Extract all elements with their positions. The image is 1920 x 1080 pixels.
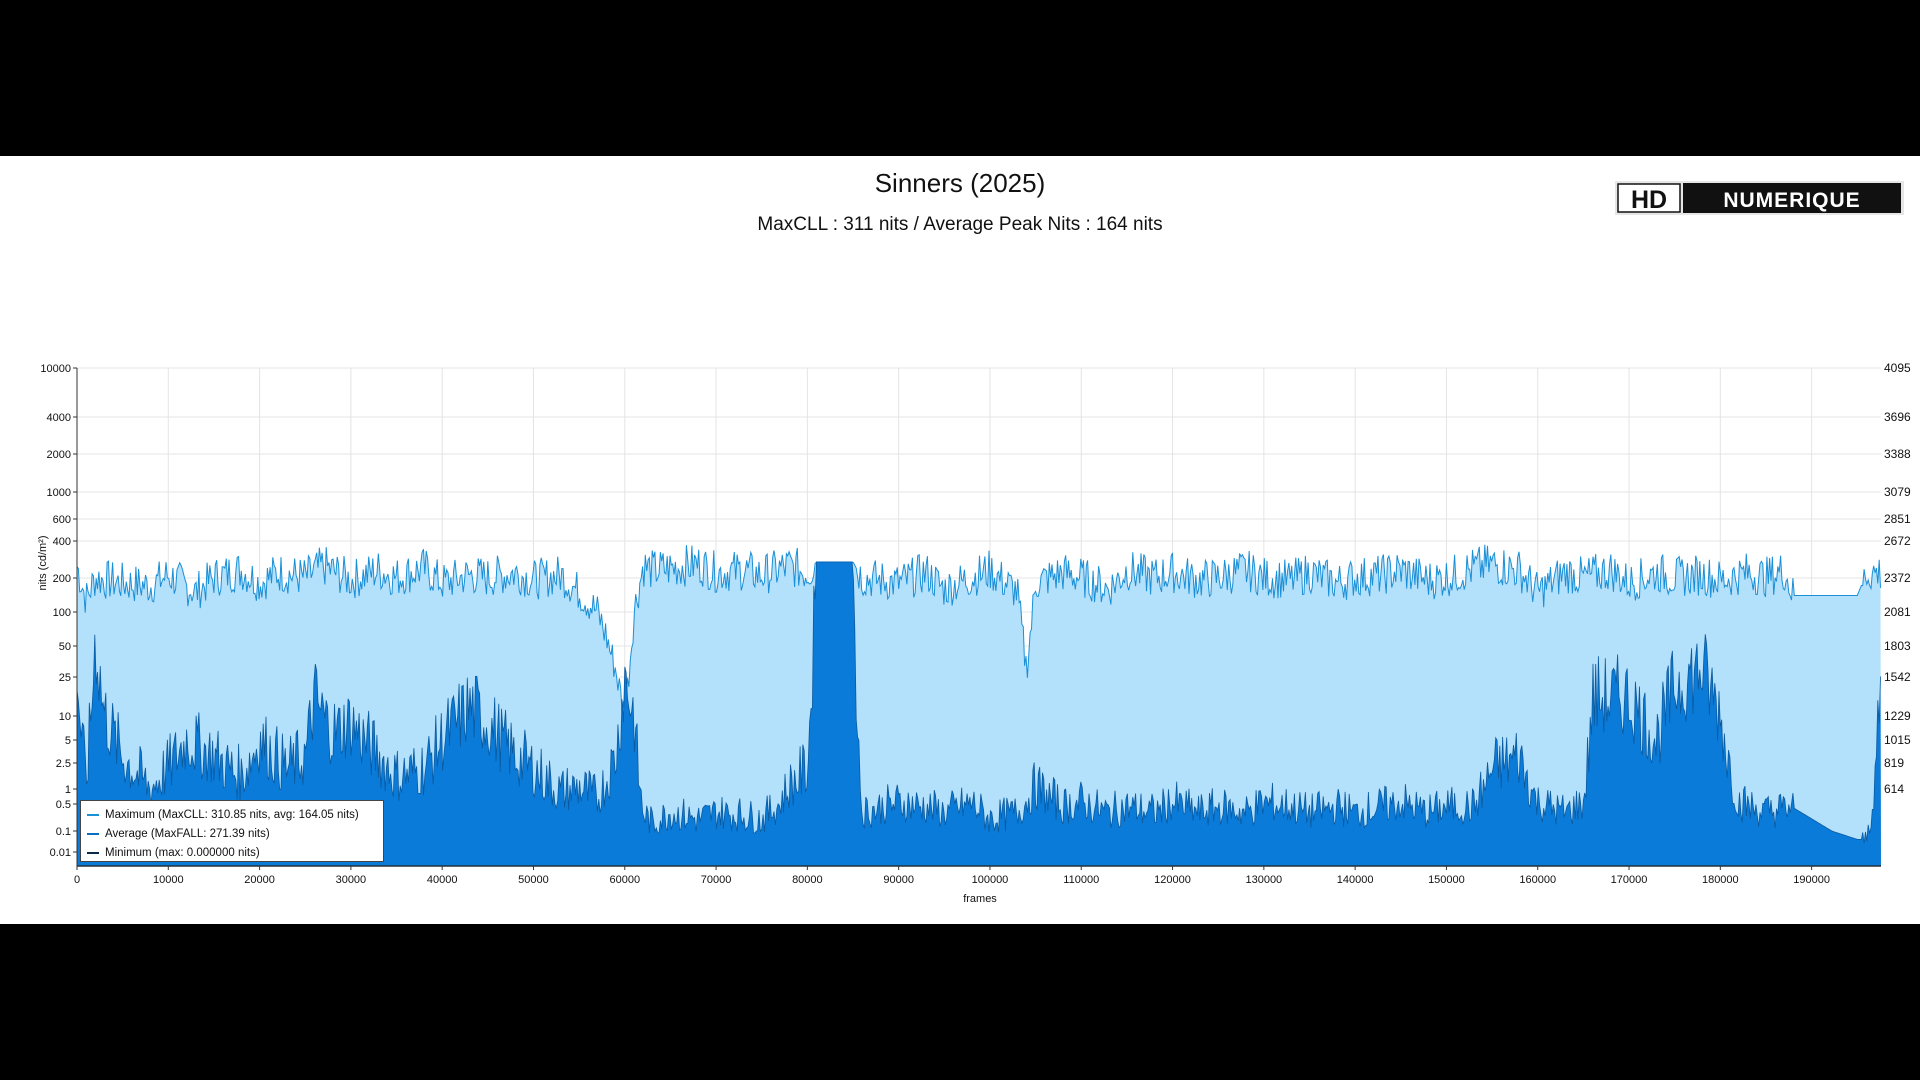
y-right-tick-label: 614 [1884, 782, 1904, 796]
x-tick-label: 120000 [1154, 874, 1191, 886]
y-right-tick-label: 1542 [1884, 670, 1911, 684]
y-tick-label: 50 [59, 641, 71, 653]
y-tick-label: 10 [59, 711, 71, 723]
y-tick-label: 0.01 [50, 847, 71, 859]
legend-item-minimum: Minimum (max: 0.000000 nits) [87, 843, 377, 862]
x-tick-label: 110000 [1063, 874, 1099, 886]
x-tick-label: 30000 [336, 874, 367, 886]
x-tick-label: 50000 [518, 874, 549, 886]
series-maximum-line [76, 544, 1881, 728]
x-tick-label: 80000 [792, 874, 823, 886]
legend-item-average: Average (MaxFALL: 271.39 nits) [87, 824, 377, 843]
x-tick-label: 150000 [1428, 874, 1465, 886]
legend: Maximum (MaxCLL: 310.85 nits, avg: 164.0… [80, 800, 384, 862]
legend-label-minimum: Minimum (max: 0.000000 nits) [105, 846, 260, 859]
legend-swatch-average [87, 832, 99, 835]
y-tick-label: 4000 [47, 412, 71, 424]
svg-text:NUMERIQUE: NUMERIQUE [1723, 189, 1860, 212]
y-right-tick-label: 819 [1884, 756, 1904, 770]
y-tick-label: 25 [59, 672, 71, 684]
x-axis-label: frames [963, 893, 997, 905]
x-tick-label: 0 [74, 874, 80, 886]
x-tick-label: 10000 [153, 874, 184, 886]
y-axis-label: nits (cd/m²) [37, 536, 49, 591]
legend-label-maximum: Maximum (MaxCLL: 310.85 nits, avg: 164.0… [105, 808, 359, 821]
x-tick-label: 170000 [1611, 874, 1648, 886]
y-right-tick-label: 1803 [1884, 639, 1911, 653]
legend-item-maximum: Maximum (MaxCLL: 310.85 nits, avg: 164.0… [87, 805, 377, 824]
y-tick-label: 0.5 [56, 799, 71, 811]
y-right-tick-label: 1229 [1884, 709, 1911, 723]
y-tick-label: 600 [53, 514, 71, 526]
y-tick-label: 1000 [47, 487, 71, 499]
x-tick-label: 180000 [1702, 874, 1739, 886]
y-tick-label: 1 [65, 784, 71, 796]
x-tick-label: 130000 [1245, 874, 1282, 886]
chart-title: Sinners (2025) [874, 168, 1046, 198]
hd-numerique-logo: HD NUMERIQUE [1615, 181, 1904, 215]
y-tick-label: 0.1 [56, 826, 71, 838]
x-tick-label: 90000 [883, 874, 914, 886]
y-right-tick-label: 2672 [1884, 534, 1911, 548]
svg-text:HD: HD [1631, 186, 1667, 214]
x-tick-label: 70000 [701, 874, 732, 886]
y-right-tick-label: 1015 [1884, 733, 1911, 747]
y-tick-label: 2000 [47, 449, 71, 461]
y-tick-label: 100 [53, 607, 71, 619]
x-tick-label: 140000 [1337, 874, 1374, 886]
y-right-tick-label: 3696 [1884, 410, 1911, 424]
y-tick-label: 400 [53, 536, 71, 548]
x-tick-label: 190000 [1793, 874, 1830, 886]
y-tick-label: 10000 [40, 363, 71, 375]
x-tick-label: 40000 [427, 874, 458, 886]
plot-area: 1000040002000100060040020010050251052.51… [37, 361, 1911, 905]
x-tick-label: 60000 [609, 874, 640, 886]
y-tick-label: 5 [65, 735, 71, 747]
tick-labels: 1000040002000100060040020010050251052.51… [40, 361, 1911, 886]
series-average-area [77, 562, 1881, 866]
x-tick-label: 20000 [244, 874, 275, 886]
y-right-tick-label: 2851 [1884, 512, 1911, 526]
series-average-line [76, 561, 1881, 844]
x-tick-label: 100000 [972, 874, 1009, 886]
y-right-tick-label: 4095 [1884, 361, 1911, 375]
y-right-tick-label: 3079 [1884, 485, 1911, 499]
x-tick-label: 160000 [1519, 874, 1556, 886]
y-tick-label: 200 [53, 573, 71, 585]
chart-panel: Sinners (2025) MaxCLL : 311 nits / Avera… [0, 156, 1920, 924]
axes [73, 367, 1881, 870]
legend-swatch-minimum [87, 851, 99, 854]
y-tick-label: 2.5 [56, 758, 71, 770]
legend-label-average: Average (MaxFALL: 271.39 nits) [105, 827, 270, 840]
legend-swatch-maximum [87, 813, 99, 816]
y-right-tick-label: 2372 [1884, 571, 1911, 585]
chart-subtitle: MaxCLL : 311 nits / Average Peak Nits : … [757, 214, 1163, 235]
y-right-tick-label: 2081 [1884, 605, 1911, 619]
y-right-tick-label: 3388 [1884, 447, 1911, 461]
